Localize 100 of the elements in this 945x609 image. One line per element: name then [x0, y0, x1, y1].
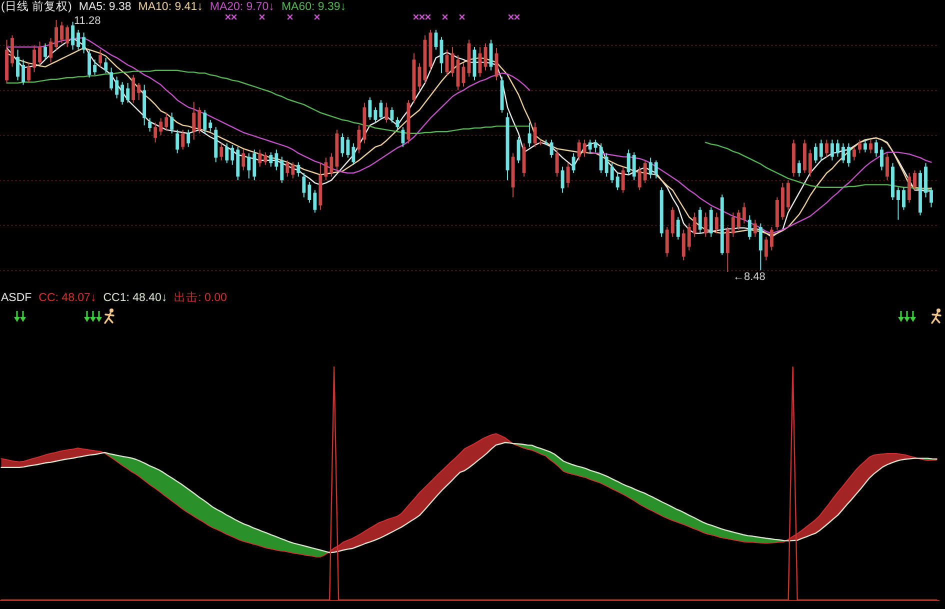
candlestick: [192, 101, 196, 140]
candlestick: [814, 142, 818, 164]
candlestick: [846, 142, 850, 168]
candlestick: [836, 139, 840, 158]
chart-title: ASDF: [1, 292, 32, 305]
candlestick: [164, 112, 168, 130]
candlestick: [604, 152, 608, 178]
candlestick: [82, 32, 86, 54]
candlestick: [533, 122, 537, 148]
candlestick: [731, 212, 735, 238]
candlestick: [764, 236, 768, 261]
candlestick: [32, 44, 36, 73]
candlestick: [616, 172, 620, 191]
candlestick: [98, 49, 102, 68]
candlestick: [566, 162, 570, 188]
candlestick: [44, 42, 47, 60]
candlestick: [670, 206, 674, 238]
candlestick: [698, 206, 702, 234]
candlestick: [852, 146, 856, 161]
text: CC: 48.07↓: [38, 292, 96, 305]
candlestick: [528, 122, 532, 148]
candlestick: [104, 57, 108, 74]
candlestick: [550, 139, 554, 158]
text: MA20: 9.70↓: [210, 1, 274, 14]
candlestick: [340, 132, 344, 158]
candlestick: [291, 162, 295, 179]
candlestick: [208, 119, 212, 132]
candlestick: [280, 156, 284, 184]
candlestick: [594, 139, 598, 153]
candlestick: [886, 152, 889, 181]
annotation: 11.28: [74, 15, 101, 27]
candlestick: [797, 160, 801, 178]
text: MA60: 9.39↓: [281, 1, 346, 14]
candlestick: [748, 214, 752, 240]
chart-title: (日线 前复权): [1, 1, 72, 14]
candlestick: [148, 118, 152, 132]
candlestick: [709, 206, 713, 238]
candlestick: [126, 82, 130, 104]
candlestick: [181, 129, 185, 150]
candlestick: [687, 222, 691, 251]
candlestick: [379, 100, 383, 120]
candlestick: [390, 106, 394, 124]
candlestick: [626, 149, 630, 176]
candlestick: [352, 142, 356, 166]
candlestick: [330, 152, 334, 178]
candlestick: [186, 129, 190, 148]
candlestick: [654, 160, 658, 179]
candlestick: [308, 182, 312, 204]
candlestick: [176, 129, 180, 154]
candlestick: [324, 157, 328, 181]
candlestick: [357, 124, 361, 154]
candlestick: [621, 166, 625, 194]
candlestick: [374, 106, 378, 124]
candlestick: [296, 162, 300, 178]
candlestick: [120, 82, 124, 106]
candlestick: [830, 139, 834, 161]
candlestick: [198, 106, 202, 134]
candlestick: [110, 67, 114, 91]
candlestick: [808, 149, 812, 178]
candlestick: [819, 139, 823, 161]
candlestick: [220, 142, 224, 161]
candlestick: [88, 49, 92, 78]
candlestick: [286, 160, 290, 178]
candlestick: [27, 62, 30, 84]
candlestick: [863, 139, 867, 153]
candlestick: [643, 160, 647, 184]
candlestick: [714, 212, 718, 234]
candlestick: [692, 212, 696, 238]
candlestick: [93, 59, 97, 76]
candlestick: [71, 21, 75, 50]
candlestick: [753, 219, 757, 238]
candlestick: [880, 146, 884, 171]
candlestick: [682, 229, 686, 261]
candlestick: [115, 76, 119, 99]
candlestick: [665, 226, 669, 258]
candlestick: [582, 139, 586, 158]
candlestick: [38, 41, 42, 66]
candlestick: [560, 166, 564, 194]
candlestick: [132, 74, 136, 104]
candlestick: [742, 202, 746, 224]
candlestick: [418, 62, 422, 91]
candlestick: [396, 116, 400, 130]
candlestick: [274, 149, 278, 171]
candlestick: [930, 186, 933, 208]
candlestick: [704, 212, 708, 238]
candlestick: [225, 142, 229, 164]
candlestick: [137, 82, 141, 101]
candlestick: [758, 222, 762, 271]
candlestick: [60, 21, 64, 44]
candlestick: [599, 142, 603, 174]
candlestick: [858, 139, 862, 154]
candlestick: [302, 172, 306, 198]
candlestick: [577, 139, 581, 161]
candlestick: [638, 166, 642, 191]
candlestick: [66, 24, 70, 48]
candlestick: [874, 139, 878, 158]
candlestick: [54, 20, 58, 50]
candlestick: [902, 186, 906, 210]
candlestick: [908, 172, 911, 204]
candlestick: [841, 142, 845, 164]
